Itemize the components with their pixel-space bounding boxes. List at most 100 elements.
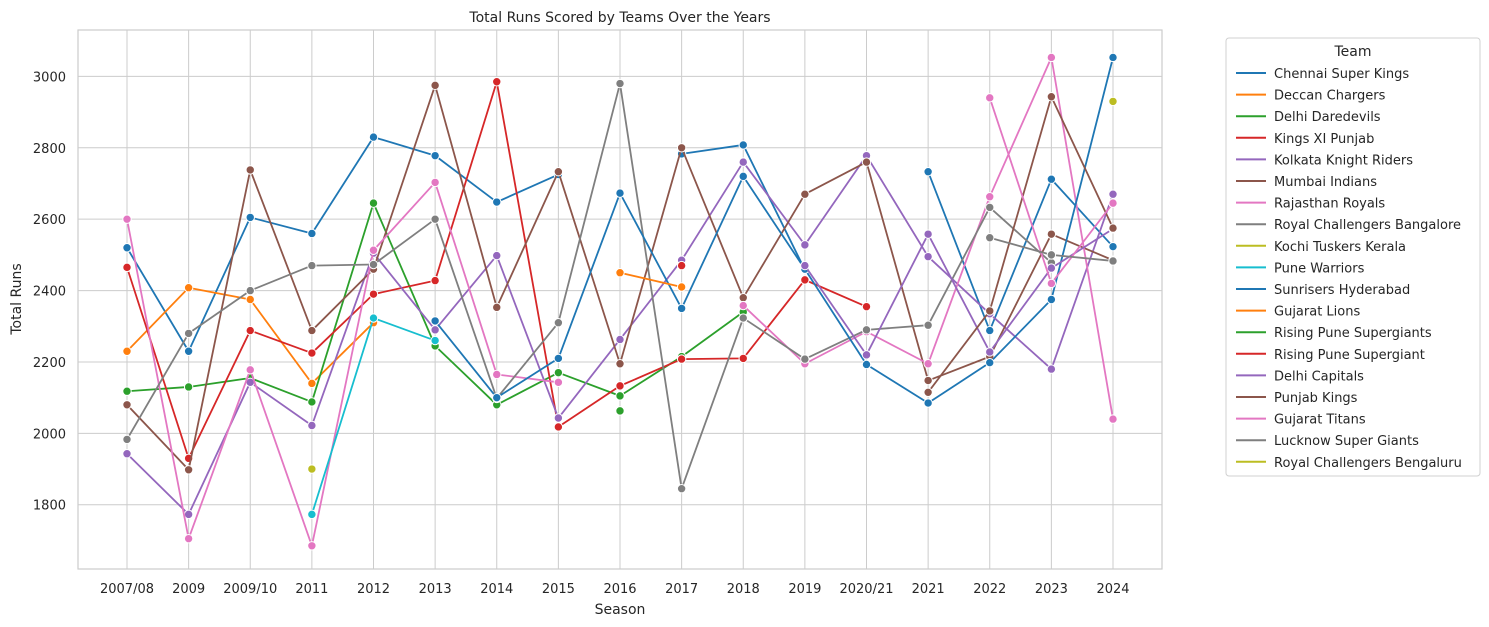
x-tick-labels: 2007/08 2009 2009/10 2011 2012 2013 2014 2015 20… [100,582,1130,597]
series-group [800,224,1118,360]
x-tick-label: 2011 [295,582,328,597]
data-point [985,306,995,316]
legend-label: Mumbai Indians [1274,175,1377,190]
x-tick-label: 2024 [1096,582,1129,597]
data-point [1046,174,1057,184]
series-group [122,77,872,464]
legend: Team Chennai Super Kings Deccan Chargers D… [1225,37,1481,477]
chart-title: Total Runs Scored by Teams Over the Year… [468,10,770,26]
series-line [927,95,1114,393]
data-point [738,300,748,311]
x-axis-label: Season [595,602,646,618]
data-point [923,398,933,408]
data-point [307,378,317,389]
legend-label: Rajasthan Royals [1274,197,1385,212]
x-tick-label: 2020/21 [839,582,893,597]
legend-label: Kings XI Punjab [1274,132,1374,147]
legend-label: Kochi Tuskers Kerala [1274,240,1406,255]
data-point [615,359,625,369]
data-point [1046,294,1057,305]
data-point [985,233,995,243]
data-point [245,365,255,375]
series-group [307,464,317,474]
legend-label: Gujarat Titans [1274,413,1366,428]
data-point [307,541,317,551]
data-point [615,406,625,416]
series-group [1108,96,1118,107]
data-point [307,348,317,358]
data-point [553,377,564,388]
data-point [122,449,132,459]
data-point [861,350,872,360]
legend-items: Chennai Super Kings Deccan Chargers Delhi … [1236,67,1462,471]
y-tick-label: 2200 [33,356,66,371]
series-group [985,233,1118,266]
data-point [492,77,502,87]
data-point [1108,223,1118,233]
legend-label: Lucknow Super Giants [1274,434,1419,449]
data-point [615,381,625,391]
data-point [985,191,995,202]
data-point [183,382,194,392]
x-tick-label: 2021 [912,582,945,597]
legend-label: Sunrisers Hyderabad [1274,283,1410,298]
legend-label: Royal Challengers Bengaluru [1274,456,1462,471]
x-tick-label: 2017 [665,582,698,597]
data-point [183,465,194,475]
series-group [615,406,625,416]
series-group [985,93,1118,289]
y-tick-label: 1800 [33,499,66,514]
data-point [923,375,933,386]
legend-box [1225,37,1481,477]
data-point [615,334,625,345]
data-point [183,346,194,356]
series-line [126,181,559,547]
data-point [676,483,687,494]
data-point [1108,52,1118,63]
data-point [183,283,194,293]
data-point [923,251,933,262]
data-point [800,240,810,250]
data-point [1046,229,1057,239]
series-group [122,52,1118,551]
data-point [368,313,379,323]
data-point [985,347,995,357]
data-point [307,228,317,239]
data-point [553,167,564,177]
x-tick-label: 2016 [603,582,636,597]
data-point [738,171,748,182]
data-point [1046,263,1057,273]
data-point [923,167,933,177]
data-point [923,359,933,369]
data-point [923,320,933,330]
data-point [985,202,995,213]
data-point [430,325,440,335]
data-point [676,143,687,153]
y-tick-labels: 1800 2000 2200 2400 2600 2800 3000 [33,70,66,513]
data-point [923,229,933,239]
data-point [430,335,440,346]
data-point [183,509,194,520]
data-point [676,354,687,364]
data-point [676,260,687,271]
data-point [738,353,748,364]
data-point [492,302,502,313]
data-point [430,275,440,286]
x-tick-label: 2014 [480,582,513,597]
data-point [307,509,317,520]
data-point [553,422,564,432]
data-point [985,357,995,368]
x-tick-label: 2018 [727,582,760,597]
data-point [122,346,132,356]
series-group [122,80,1118,475]
data-point [122,400,132,410]
legend-label: Pune Warriors [1274,261,1365,276]
y-tick-label: 2800 [33,142,66,157]
legend-label: Delhi Capitals [1274,369,1364,384]
data-point [800,275,810,285]
data-point [122,434,132,445]
data-point [553,353,564,364]
legend-label: Rising Pune Supergiant [1274,348,1425,363]
data-point [122,243,132,253]
